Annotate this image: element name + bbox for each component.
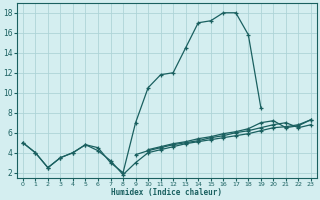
X-axis label: Humidex (Indice chaleur): Humidex (Indice chaleur)	[111, 188, 222, 197]
